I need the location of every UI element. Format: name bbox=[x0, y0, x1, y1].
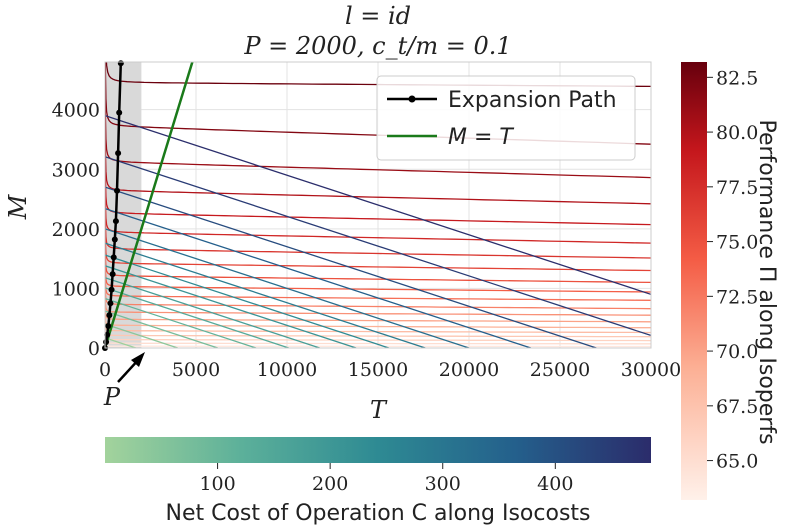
isocost-lines bbox=[105, 115, 651, 348]
isoperf-curve bbox=[105, 307, 651, 323]
expansion-path-point bbox=[104, 331, 111, 338]
expansion-path-point bbox=[108, 286, 115, 293]
colorbar-cost-label: Net Cost of Operation C along Isocosts bbox=[165, 501, 590, 526]
y-tick-label: 3000 bbox=[52, 159, 100, 181]
colorbar-perf-tick-label: 77.5 bbox=[716, 177, 758, 199]
isoperf-curve bbox=[105, 345, 651, 348]
expansion-path-point bbox=[112, 218, 119, 225]
colorbar-perf-ticks: 65.0 67.5 70.0 72.5 75.0 77.5 80.0 82.5 bbox=[707, 67, 758, 473]
isocost-line bbox=[105, 207, 532, 348]
expansion-path-point bbox=[109, 271, 116, 278]
y-tick-label: 1000 bbox=[52, 278, 100, 300]
y-axis-ticks: 0 1000 2000 3000 4000 bbox=[52, 100, 100, 360]
isocost-line bbox=[105, 337, 137, 348]
expansion-path-point bbox=[105, 322, 112, 329]
isocost-line bbox=[105, 186, 597, 348]
x-axis-label: T bbox=[370, 396, 388, 424]
colorbar-perf-tick-label: 80.0 bbox=[716, 122, 758, 144]
chart-title-line1: l = id bbox=[345, 2, 411, 30]
isoperf-curve bbox=[105, 297, 651, 316]
colorbar-perf-tick-label: 70.0 bbox=[716, 341, 758, 363]
isoperf-curve bbox=[105, 323, 651, 334]
colorbar-perf-label: Performance Π along Isoperfs bbox=[754, 119, 779, 444]
legend: Expansion Path M = T bbox=[376, 75, 636, 161]
isoperf-curve bbox=[105, 287, 651, 310]
colorbar-perf-tick-label: 65.0 bbox=[716, 451, 758, 473]
chart-title-line2: P = 2000, c_t/m = 0.1 bbox=[243, 32, 511, 60]
colorbar-perf-tick-label: 72.5 bbox=[716, 286, 758, 308]
isoperf-curve bbox=[105, 336, 651, 342]
y-axis-label: M bbox=[4, 193, 32, 220]
isocost-line bbox=[105, 115, 651, 296]
isocost-line bbox=[105, 323, 179, 348]
legend-entry-expansion: Expansion Path bbox=[448, 88, 617, 113]
colorbar-cost-tick-label: 300 bbox=[425, 473, 461, 495]
expansion-path-point bbox=[114, 187, 121, 194]
expansion-path-point bbox=[111, 236, 118, 243]
x-tick-label: 10000 bbox=[257, 359, 317, 381]
colorbar-cost-tick-label: 200 bbox=[312, 473, 348, 495]
isoperf-curve bbox=[105, 127, 651, 205]
isocost-line bbox=[105, 265, 357, 348]
identity-line bbox=[105, 62, 194, 348]
y-tick-label: 0 bbox=[88, 338, 100, 360]
annotation-p: P bbox=[103, 383, 121, 411]
expansion-path-point bbox=[103, 339, 110, 346]
isoperf-curve bbox=[105, 316, 651, 329]
x-tick-label: 20000 bbox=[439, 359, 499, 381]
isocost-line bbox=[105, 277, 320, 348]
colorbar-cost-tick-label: 400 bbox=[537, 473, 573, 495]
isoperf-curve bbox=[105, 330, 651, 338]
colorbar-cost bbox=[105, 437, 651, 463]
x-tick-label: 25000 bbox=[530, 359, 590, 381]
plot-frame bbox=[104, 61, 652, 349]
colorbar-cost-tick-label: 100 bbox=[199, 473, 235, 495]
isocost-line bbox=[105, 228, 470, 348]
isocost-line bbox=[105, 242, 426, 348]
isocost-line bbox=[105, 297, 257, 348]
isocost-line bbox=[105, 156, 651, 337]
isocost-line bbox=[105, 254, 390, 348]
y-tick-label: 2000 bbox=[52, 219, 100, 241]
isocost-line bbox=[105, 310, 219, 348]
y-tick-label: 4000 bbox=[52, 100, 100, 122]
legend-entry-identity: M = T bbox=[448, 125, 514, 150]
colorbar-perf-tick-label: 75.0 bbox=[716, 232, 758, 254]
expansion-path-point bbox=[106, 312, 113, 319]
colorbar-perf-tick-label: 82.5 bbox=[716, 67, 758, 89]
expansion-path-point bbox=[115, 150, 122, 157]
isoperf-curve bbox=[105, 159, 651, 226]
annotation-arrow-head bbox=[131, 352, 145, 367]
x-tick-label: 5000 bbox=[172, 359, 220, 381]
x-tick-label: 15000 bbox=[348, 359, 408, 381]
colorbar-perf bbox=[681, 62, 707, 500]
colorbar-perf-tick-label: 67.5 bbox=[716, 396, 758, 418]
identity-line-segment bbox=[105, 62, 194, 348]
expansion-path-point bbox=[110, 254, 117, 261]
expansion-path-point bbox=[116, 109, 123, 116]
isocost-line bbox=[105, 287, 290, 348]
colorbar-cost-ticks: 100 200 300 400 bbox=[199, 463, 573, 495]
expansion-path-point bbox=[117, 60, 124, 67]
isoperf-curve bbox=[105, 229, 651, 272]
expansion-path-point bbox=[107, 300, 114, 307]
x-tick-label: 30000 bbox=[621, 359, 681, 381]
x-axis-ticks: 0 5000 10000 15000 20000 25000 30000 bbox=[99, 359, 681, 381]
x-tick-label: 0 bbox=[99, 359, 111, 381]
